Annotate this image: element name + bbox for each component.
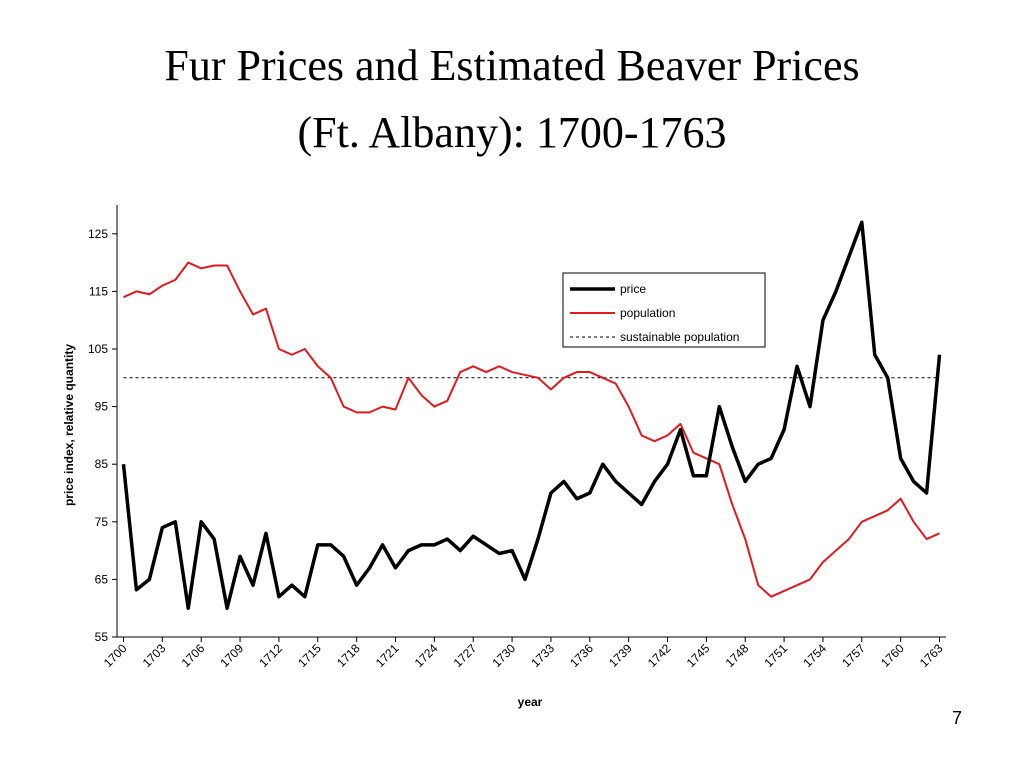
x-tick-label: 1706 xyxy=(179,641,208,670)
x-tick-label: 1727 xyxy=(451,641,480,670)
legend-label: sustainable population xyxy=(620,330,739,344)
page-number: 7 xyxy=(952,708,962,728)
x-tick-label: 1745 xyxy=(684,641,713,670)
x-tick-label: 1754 xyxy=(800,641,829,670)
x-tick-label: 1700 xyxy=(101,641,130,670)
series-line xyxy=(123,261,940,598)
series-line xyxy=(121,220,942,610)
x-tick-label: 1760 xyxy=(878,641,907,670)
x-tick-label: 1712 xyxy=(256,641,285,670)
x-tick-label: 1748 xyxy=(723,641,752,670)
y-axis-label: price index, relative quantity xyxy=(62,344,76,506)
y-tick-label: 115 xyxy=(89,284,108,298)
x-tick-label: 1730 xyxy=(489,641,518,670)
title-line: (Ft. Albany): 1700-1763 xyxy=(298,108,727,157)
y-tick-label: 65 xyxy=(95,572,109,586)
x-tick-label: 1703 xyxy=(140,641,169,670)
x-tick-label: 1715 xyxy=(295,641,324,670)
x-tick-label: 1763 xyxy=(917,641,946,670)
x-tick-label: 1709 xyxy=(217,641,246,670)
y-tick-label: 85 xyxy=(95,457,109,471)
y-tick-label: 105 xyxy=(88,342,108,356)
x-tick-label: 1736 xyxy=(567,641,596,670)
x-tick-label: 1739 xyxy=(606,641,635,670)
x-tick-label: 1721 xyxy=(373,641,402,670)
x-tick-label: 1757 xyxy=(839,641,868,670)
legend-label: price xyxy=(620,282,646,296)
x-tick-label: 1733 xyxy=(528,641,557,670)
legend-box xyxy=(562,272,766,348)
y-tick-label: 75 xyxy=(95,515,109,529)
y-tick-label: 55 xyxy=(95,630,109,644)
y-tick-label: 95 xyxy=(95,400,109,414)
x-tick-label: 1751 xyxy=(761,641,790,670)
x-tick-label: 1718 xyxy=(334,641,363,670)
x-tick-label: 1724 xyxy=(412,641,441,670)
x-tick-label: 1742 xyxy=(645,641,674,670)
title-line: Fur Prices and Estimated Beaver Prices xyxy=(164,41,859,90)
legend-label: population xyxy=(620,306,675,320)
x-axis-label: year xyxy=(518,695,543,709)
y-tick-label: 125 xyxy=(88,227,108,241)
